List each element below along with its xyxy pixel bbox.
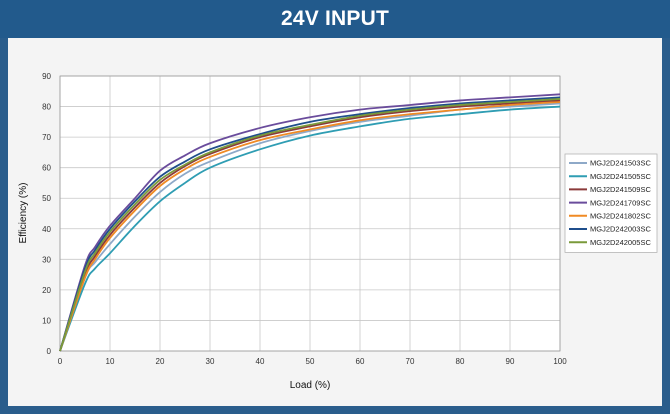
legend: MGJ2D241503SC MGJ2D241505SC MGJ2D241509SC M… (564, 153, 658, 253)
y-tick-label: 80 (42, 103, 51, 112)
x-tick-label: 60 (356, 357, 365, 366)
y-tick-label: 60 (42, 164, 51, 173)
x-tick-label: 10 (106, 357, 115, 366)
grid-lines (59, 75, 561, 352)
x-tick-label: 20 (156, 357, 165, 366)
legend-entry: MGJ2D241505SC (590, 172, 651, 181)
chart-title: 24V INPUT (281, 7, 389, 30)
y-tick-label: 20 (42, 286, 51, 295)
legend-entry: MGJ2D241509SC (590, 185, 651, 194)
series-line-mgj2d241509sc (59, 99, 561, 352)
y-tick-label: 30 (42, 255, 51, 264)
series-line-mgj2d242003sc (59, 96, 561, 352)
series-line-mgj2d242005sc (59, 98, 561, 352)
y-axis-label: Efficiency (%) (18, 183, 29, 244)
efficiency-chart: 0 10 20 30 40 50 60 70 80 90 0 10 20 30 40 50 60 70 80 90 1… (18, 72, 658, 391)
plot-border (59, 75, 561, 352)
x-tick-labels: 0 10 20 30 40 50 60 70 80 90 100 (58, 357, 567, 366)
x-tick-label: 30 (206, 357, 215, 366)
y-tick-label: 40 (42, 225, 51, 234)
series-line-mgj2d241802sc (59, 101, 561, 352)
x-tick-label: 100 (553, 357, 567, 366)
y-tick-label: 90 (42, 72, 51, 81)
x-tick-label: 80 (456, 357, 465, 366)
legend-entry: MGJ2D241802SC (590, 212, 651, 221)
legend-entry: MGJ2D242005SC (590, 238, 651, 247)
title-bar: 24V INPUT (0, 0, 670, 38)
legend-entry: MGJ2D242003SC (590, 225, 651, 234)
x-tick-label: 50 (306, 357, 315, 366)
legend-entry: MGJ2D241503SC (590, 159, 651, 168)
legend-entry: MGJ2D241709SC (590, 198, 651, 207)
x-tick-label: 90 (506, 357, 515, 366)
chart-panel: 0 10 20 30 40 50 60 70 80 90 0 10 20 30 40 50 60 70 80 90 1… (8, 38, 662, 406)
y-tick-label: 10 (42, 316, 51, 325)
x-axis-label: Load (%) (290, 380, 331, 391)
series-lines (59, 93, 561, 352)
x-tick-label: 70 (406, 357, 415, 366)
x-tick-label: 40 (256, 357, 265, 366)
x-tick-label: 0 (58, 357, 63, 366)
y-tick-labels: 0 10 20 30 40 50 60 70 80 90 (42, 72, 51, 356)
series-line-mgj2d241505sc (59, 105, 561, 352)
series-line-mgj2d241709sc (59, 93, 561, 352)
y-tick-label: 50 (42, 194, 51, 203)
y-tick-label: 0 (47, 347, 52, 356)
y-tick-label: 70 (42, 133, 51, 142)
